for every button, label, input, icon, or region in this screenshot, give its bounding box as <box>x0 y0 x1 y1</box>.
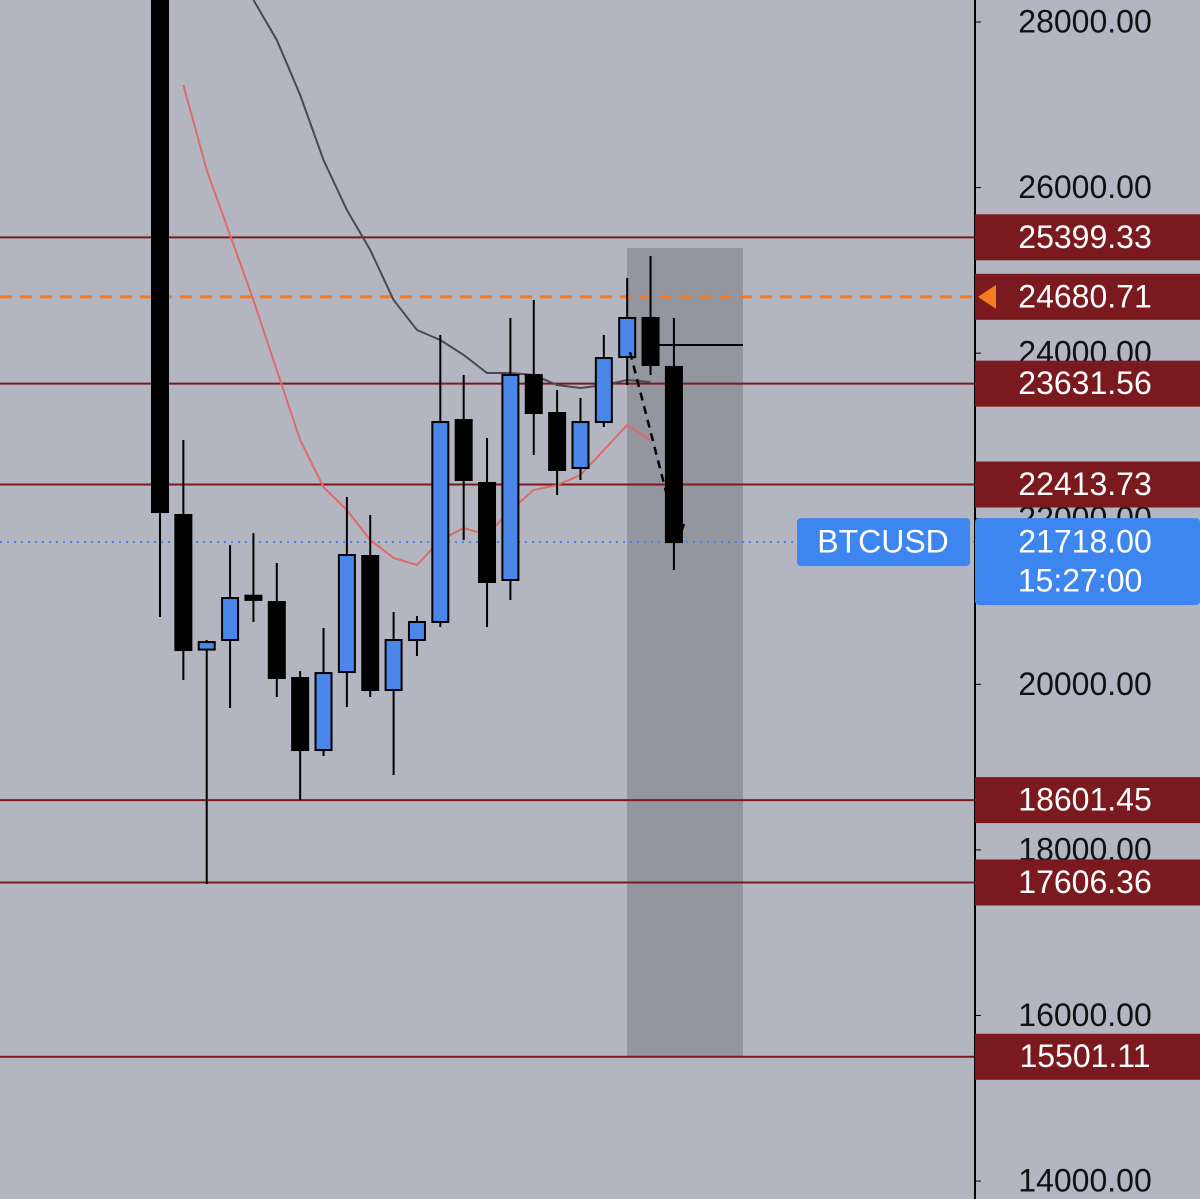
moving-average <box>252 0 651 390</box>
level-label-box <box>975 859 1200 906</box>
last-price-label: 21718.00 <box>1018 524 1151 560</box>
candle-body <box>151 0 169 514</box>
y-tick-label: 26000.00 <box>1018 169 1151 205</box>
level-label: 23631.56 <box>1018 365 1151 401</box>
candle-body <box>501 374 520 582</box>
candle-body <box>197 641 216 651</box>
projection-box <box>627 248 743 1057</box>
y-tick-label: 20000.00 <box>1018 666 1151 702</box>
projection-arrow <box>628 351 686 543</box>
y-tick-label: 14000.00 <box>1018 1162 1151 1198</box>
candle-body <box>314 672 333 752</box>
candle-body <box>291 677 310 752</box>
y-tick-label: 28000.00 <box>1018 3 1151 39</box>
price-axis: 14000.0016000.0018000.0020000.0022000.00… <box>797 0 1200 1199</box>
candle-body <box>594 357 613 424</box>
candle-body <box>524 374 543 415</box>
candle-body <box>174 514 193 652</box>
candle-body <box>618 316 637 359</box>
candle-body <box>384 639 403 692</box>
candle-body <box>337 554 356 674</box>
symbol-box <box>797 518 970 567</box>
level-label: 17606.36 <box>1018 864 1151 900</box>
candle-body <box>478 481 497 583</box>
candle-body <box>361 554 380 692</box>
level-label: 25399.33 <box>1018 219 1151 255</box>
candle-body <box>431 421 450 623</box>
level-label-box <box>975 1033 1200 1080</box>
level-label: 18601.45 <box>1018 782 1151 818</box>
level-label-box <box>975 214 1200 261</box>
y-tick-label: 16000.00 <box>1018 997 1151 1033</box>
candle-body <box>664 365 683 544</box>
moving-average <box>182 84 652 567</box>
level-label: 22413.73 <box>1018 466 1151 502</box>
level-label-box <box>975 461 1200 508</box>
level-label-box <box>975 777 1200 824</box>
candle-body <box>267 601 286 680</box>
candle-body <box>571 421 590 469</box>
alert-label-box <box>975 273 1200 320</box>
level-label: 15501.11 <box>1019 1038 1150 1074</box>
candle-body <box>548 412 567 471</box>
level-label-box <box>975 360 1200 407</box>
symbol-label: BTCUSD <box>817 524 949 560</box>
candle-body <box>244 594 263 601</box>
countdown-label: 15:27:00 <box>1018 563 1143 599</box>
candle-body <box>641 316 660 367</box>
candle-body <box>454 419 473 481</box>
alert-marker <box>978 284 996 309</box>
candle-body <box>221 597 240 642</box>
alert-label: 24680.71 <box>1018 278 1151 314</box>
candle-body <box>407 620 426 642</box>
plot-area <box>0 0 975 1058</box>
last-price-box <box>975 518 1200 606</box>
